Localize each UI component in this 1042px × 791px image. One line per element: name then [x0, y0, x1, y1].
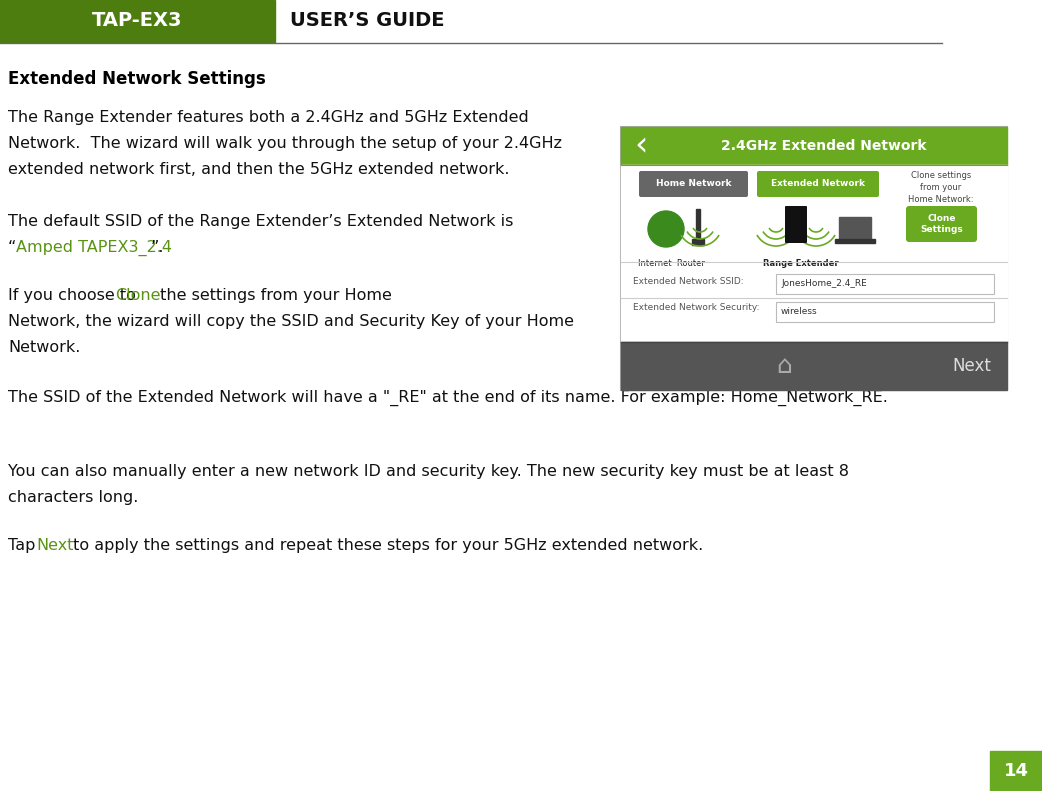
- Bar: [776, 274, 994, 294]
- Text: Clone
Settings: Clone Settings: [920, 214, 963, 234]
- Text: You can also manually enter a new network ID and security key. The new security : You can also manually enter a new networ…: [8, 464, 849, 479]
- Text: USER’S GUIDE: USER’S GUIDE: [290, 12, 445, 31]
- Text: 14: 14: [1003, 762, 1028, 780]
- Bar: [839, 217, 871, 239]
- Bar: [776, 302, 994, 322]
- Bar: [990, 751, 1042, 791]
- FancyBboxPatch shape: [756, 171, 879, 197]
- Text: The Range Extender features both a 2.4GHz and 5GHz Extended: The Range Extender features both a 2.4GH…: [8, 110, 528, 125]
- Text: Clone settings
from your
Home Network:: Clone settings from your Home Network:: [909, 171, 974, 203]
- Text: Tap: Tap: [8, 538, 41, 553]
- Bar: [835, 239, 875, 243]
- Text: The SSID of the Extended Network will have a "_RE" at the end of its name. For e: The SSID of the Extended Network will ha…: [8, 390, 888, 407]
- Text: to apply the settings and repeat these steps for your 5GHz extended network.: to apply the settings and repeat these s…: [68, 538, 703, 553]
- Text: Amped TAPEX3_2.4: Amped TAPEX3_2.4: [16, 240, 172, 256]
- Text: ”.: ”.: [151, 240, 165, 255]
- Bar: [692, 239, 704, 245]
- Text: Network, the wizard will copy the SSID and Security Key of your Home: Network, the wizard will copy the SSID a…: [8, 314, 574, 329]
- Text: Clone: Clone: [115, 288, 160, 303]
- Text: The default SSID of the Range Extender’s Extended Network is: The default SSID of the Range Extender’s…: [8, 214, 514, 229]
- Text: Extended Network SSID:: Extended Network SSID:: [632, 278, 744, 286]
- FancyBboxPatch shape: [905, 206, 977, 242]
- Text: “: “: [8, 240, 17, 255]
- Bar: [621, 342, 1007, 390]
- Text: Home Network: Home Network: [655, 180, 731, 188]
- Text: wireless: wireless: [782, 308, 818, 316]
- Text: Network.: Network.: [8, 340, 80, 355]
- Text: the settings from your Home: the settings from your Home: [155, 288, 392, 303]
- Text: Extended Network: Extended Network: [771, 180, 865, 188]
- Text: Next: Next: [36, 538, 74, 553]
- Text: characters long.: characters long.: [8, 490, 139, 505]
- FancyBboxPatch shape: [639, 171, 748, 197]
- Text: 2.4GHz Extended Network: 2.4GHz Extended Network: [721, 139, 926, 153]
- Text: Network.  The wizard will walk you through the setup of your 2.4GHz: Network. The wizard will walk you throug…: [8, 136, 562, 151]
- Text: ⌂: ⌂: [776, 354, 792, 378]
- Text: Range Extender: Range Extender: [763, 259, 839, 268]
- Bar: [621, 127, 1007, 165]
- Circle shape: [648, 211, 684, 247]
- Text: ‹: ‹: [635, 130, 648, 162]
- Bar: [621, 165, 1007, 342]
- Text: Internet  Router: Internet Router: [638, 259, 704, 268]
- Text: Extended Network Settings: Extended Network Settings: [8, 70, 266, 88]
- Bar: [0, 0, 275, 42]
- Bar: [621, 127, 1007, 390]
- Text: JonesHome_2.4_RE: JonesHome_2.4_RE: [782, 279, 867, 289]
- Text: Extended Network Security:: Extended Network Security:: [632, 304, 760, 312]
- Text: If you choose to: If you choose to: [8, 288, 141, 303]
- Bar: [696, 209, 700, 241]
- FancyBboxPatch shape: [785, 206, 807, 243]
- Text: TAP-EX3: TAP-EX3: [93, 12, 182, 31]
- Text: Next: Next: [952, 357, 991, 375]
- Text: extended network first, and then the 5GHz extended network.: extended network first, and then the 5GH…: [8, 162, 510, 177]
